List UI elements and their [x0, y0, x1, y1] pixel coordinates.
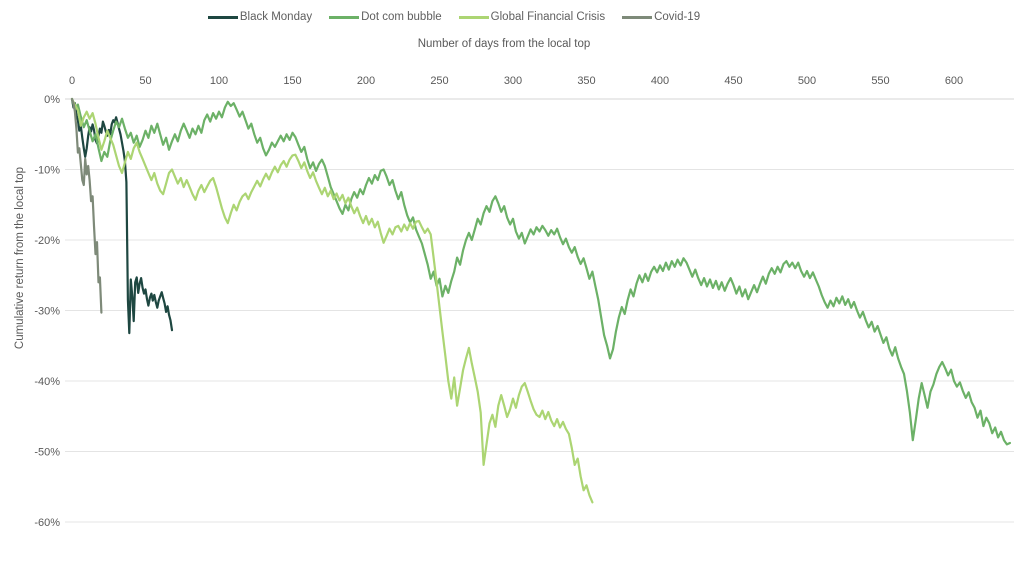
legend-label: Black Monday — [239, 11, 313, 23]
legend-item-black-monday: Black Monday — [207, 11, 313, 23]
x-tick-label: 500 — [798, 75, 816, 87]
series-line-dot-com-bubble — [70, 97, 1012, 446]
legend-item-covid-19: Covid-19 — [622, 11, 700, 23]
legend-label: Covid-19 — [654, 11, 701, 23]
legend-item-dot-com-bubble: Dot com bubble — [329, 11, 442, 23]
x-tick-label: 400 — [651, 75, 669, 87]
legend-swatch-covid-19 — [622, 15, 653, 19]
y-tick-label: -50% — [34, 447, 60, 459]
y-tick-label: -30% — [34, 306, 60, 318]
legend-swatch-dot-com-bubble — [329, 15, 360, 19]
y-tick-label: -40% — [34, 376, 60, 388]
series-line-global-financial-crisis — [70, 97, 594, 504]
y-tick-label: -10% — [34, 165, 60, 177]
x-tick-label: 300 — [504, 75, 522, 87]
legend-swatch-black-monday — [207, 15, 238, 19]
legend: Black Monday Dot com bubble Global Financi… — [0, 11, 966, 23]
x-tick-label: 150 — [283, 75, 301, 87]
series-line-black-monday — [70, 97, 174, 335]
x-tick-label: 450 — [724, 75, 742, 87]
x-tick-label: 100 — [210, 75, 228, 87]
x-tick-label: 0 — [69, 75, 75, 87]
y-tick-label: 0% — [44, 94, 60, 106]
y-tick-label: -20% — [34, 235, 60, 247]
legend-label: Global Financial Crisis — [490, 11, 606, 23]
series-line-covid-19 — [70, 97, 103, 314]
x-tick-label: 200 — [357, 75, 375, 87]
legend-label: Dot com bubble — [361, 11, 442, 23]
legend-swatch-global-financial-crisis — [458, 15, 489, 19]
x-tick-label: 550 — [871, 75, 889, 87]
x-axis-title: Number of days from the local top — [417, 38, 591, 50]
legend-item-global-financial-crisis: Global Financial Crisis — [458, 11, 606, 23]
x-tick-label: 350 — [577, 75, 595, 87]
x-tick-label: 600 — [945, 75, 963, 87]
x-tick-label: 50 — [139, 75, 151, 87]
x-tick-label: 250 — [430, 75, 448, 87]
y-tick-label: -60% — [34, 517, 60, 529]
